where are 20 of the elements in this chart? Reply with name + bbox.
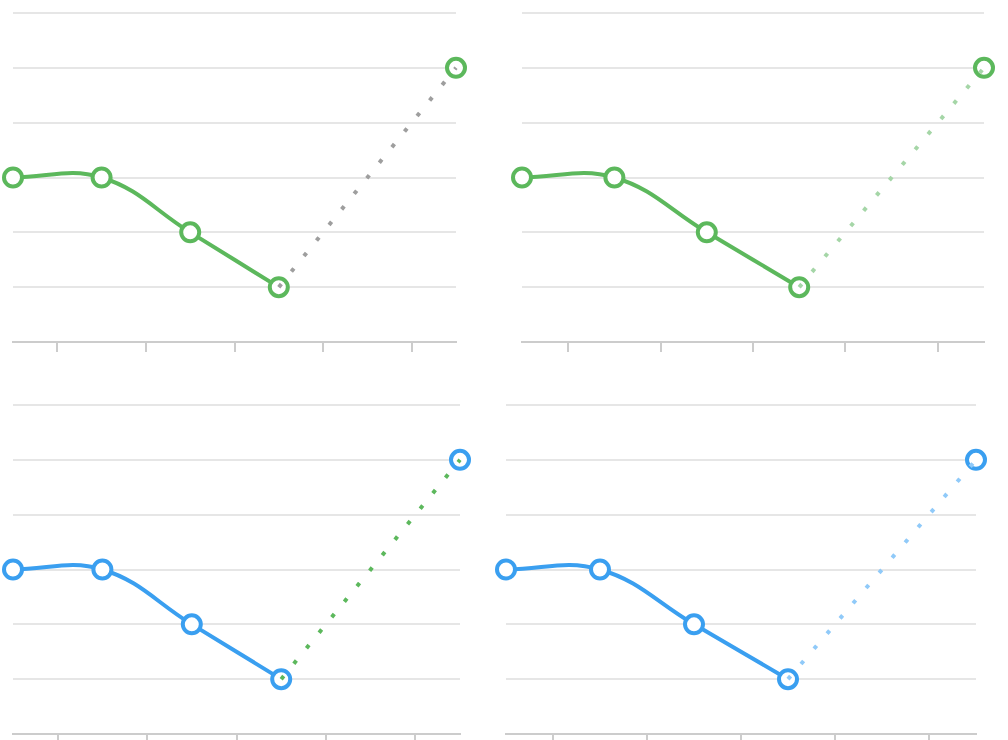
point [695,221,718,244]
point [965,448,987,471]
point [777,668,799,691]
point [445,56,467,79]
point [90,166,113,189]
point [180,613,203,636]
point [589,558,611,581]
point [603,166,626,189]
point [2,166,24,189]
point [179,221,202,244]
point [788,276,811,299]
point [270,668,293,691]
point [91,558,114,581]
point [2,558,24,581]
point [683,613,705,636]
point [267,276,290,299]
point [495,558,517,581]
point [973,56,995,79]
point [511,166,533,189]
point [449,448,471,471]
